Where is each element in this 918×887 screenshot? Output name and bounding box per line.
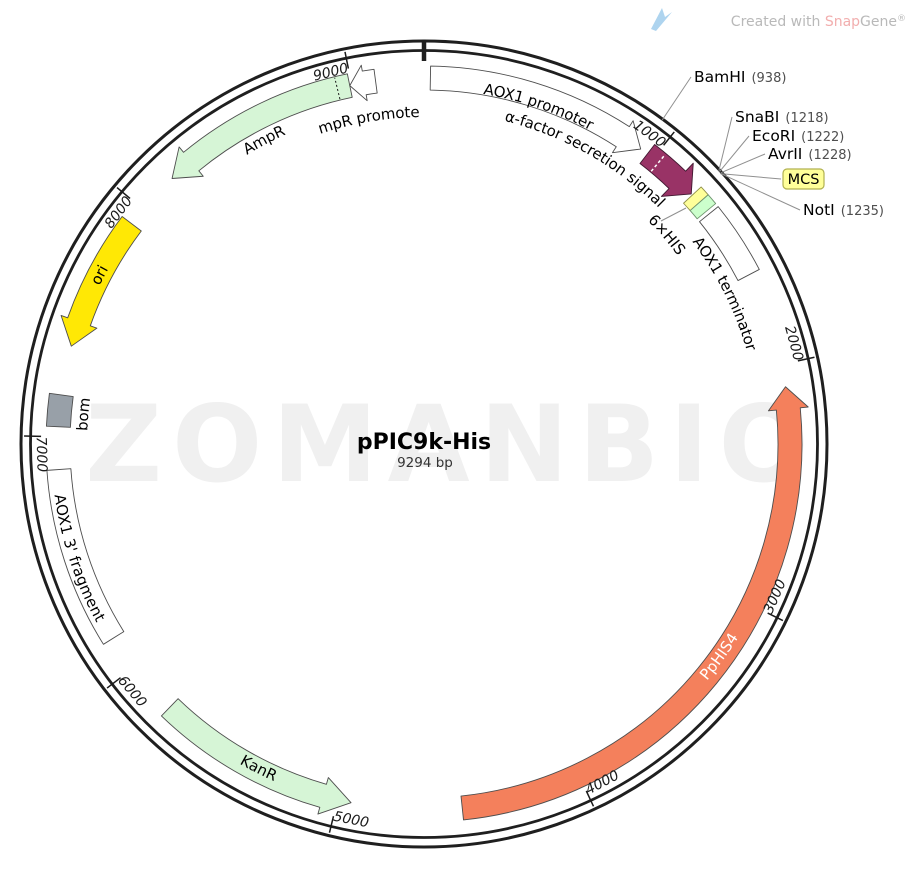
feature-label-bom[interactable]: bom — [73, 397, 94, 432]
site-label-BamHI[interactable]: BamHI (938) — [694, 68, 786, 86]
tick-2000 — [797, 356, 815, 362]
attribution-text: Created with SnapGene® — [731, 14, 906, 30]
mcs-label-box[interactable] — [782, 168, 825, 190]
mcs-label-text[interactable]: MCS — [788, 172, 820, 188]
feature-divider-ampr — [334, 77, 341, 100]
tick-label-5000: 5000 — [332, 809, 370, 832]
feature-pphis4[interactable] — [460, 386, 809, 821]
feature-ampr-promoter[interactable] — [349, 64, 378, 102]
plasmid-backbone — [19, 39, 829, 849]
site-leader-SnaBI — [718, 116, 733, 171]
tick-3000 — [767, 612, 784, 622]
feature-ori[interactable] — [60, 216, 142, 347]
feature-divider-alpha-factor-signal — [650, 153, 666, 172]
site-label-AvrII[interactable]: AvrII (1228) — [768, 145, 852, 163]
site-leader-MCS — [720, 173, 782, 180]
feature-label-ampr-promoter[interactable]: AmpR promoter — [0, 0, 420, 138]
feature-aox1-3-fragment[interactable] — [46, 468, 125, 645]
plasmid-title: pPIC9k-His — [357, 430, 491, 455]
tick-label-7000: 7000 — [33, 436, 50, 472]
feature-mcs-feature[interactable] — [689, 194, 717, 220]
site-leader-BamHI — [661, 76, 692, 121]
tick-4000 — [585, 790, 595, 807]
snapgene-attribution: Created with SnapGene® — [651, 8, 906, 31]
feature-label-aox1-3-fragment[interactable]: AOX1 3' fragment — [51, 493, 109, 625]
tick-1000 — [663, 131, 675, 146]
site-label-EcoRI[interactable]: EcoRI (1222) — [752, 127, 844, 145]
feature-aox1-promoter[interactable] — [429, 65, 642, 154]
feature-bom[interactable] — [45, 392, 74, 428]
watermark-text: ZOMANBIO — [85, 383, 819, 506]
site-label-SnaBI[interactable]: SnaBI (1218) — [735, 108, 829, 126]
tick-5000 — [328, 815, 335, 833]
site-leader-EcoRI — [719, 135, 750, 172]
tick-label-2000: 2000 — [781, 324, 806, 363]
watermark: ZOMANBIO — [85, 383, 819, 506]
title-block: pPIC9k-His 9294 bp — [357, 430, 491, 471]
site-label-NotI[interactable]: NotI (1235) — [803, 201, 884, 219]
restriction-sites-layer: BamHI (938) SnaBI (1218)EcoRI (1222)AvrII (12… — [661, 68, 884, 219]
tick-9000 — [344, 51, 350, 69]
feature-alpha-factor-signal[interactable] — [639, 144, 694, 197]
tick-8000 — [116, 187, 131, 200]
feature-aox1-terminator[interactable] — [699, 206, 760, 281]
feature-leader-six-his — [660, 207, 687, 222]
plasmid-size: 9294 bp — [397, 455, 453, 471]
site-leader-AvrII — [720, 153, 766, 174]
tick-6000 — [106, 677, 122, 689]
site-leader-NotI — [721, 173, 801, 211]
snapgene-logo-icon — [651, 8, 672, 31]
feature-kanr[interactable] — [160, 698, 352, 815]
feature-ampr[interactable] — [171, 73, 353, 179]
